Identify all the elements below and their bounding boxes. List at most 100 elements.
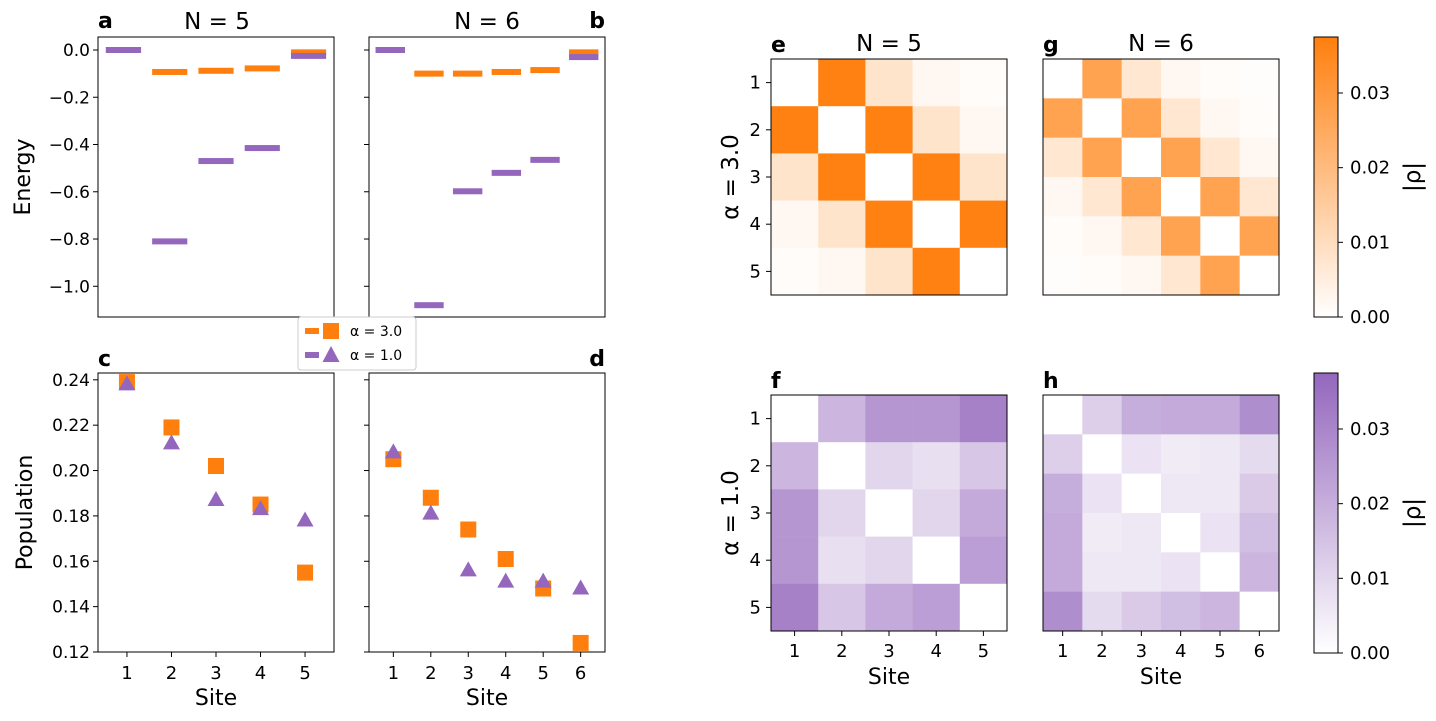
col-tick-label: 6 xyxy=(1254,641,1265,662)
heatmap-cell xyxy=(1082,177,1122,217)
energy-level-orange xyxy=(452,70,483,77)
point-triangle-purple xyxy=(572,579,590,595)
x-axis-label: Site xyxy=(1140,665,1182,690)
x-tick-label: 3 xyxy=(210,663,221,684)
heatmap-frame-h xyxy=(1042,394,1280,632)
heatmap-cell xyxy=(959,59,1008,107)
heatmap-cell xyxy=(1200,513,1240,553)
heatmap-cell xyxy=(959,442,1008,490)
col-tick-label: 2 xyxy=(836,641,847,662)
heatmap-cell xyxy=(1121,591,1162,632)
y-tick-label: −1.0 xyxy=(49,277,90,297)
heatmap-cell xyxy=(1082,591,1122,632)
heatmap-cell xyxy=(1239,137,1280,178)
heatmap-cell xyxy=(865,536,913,585)
colorbar-tick-label: 0.01 xyxy=(1350,232,1390,253)
heatmap-cell xyxy=(771,442,819,490)
panel-label-g: g xyxy=(1043,33,1059,58)
x-tick-label: 5 xyxy=(299,663,310,684)
heatmap-cell xyxy=(865,247,913,296)
heatmap-cell xyxy=(1239,395,1280,435)
colorbar-orange xyxy=(1313,36,1339,318)
y-tick-label: 0.20 xyxy=(52,462,90,482)
heatmap-cell xyxy=(1200,59,1240,99)
y-axis-label: Population xyxy=(13,455,38,571)
heatmap-cell xyxy=(1200,434,1240,474)
heatmap-cell xyxy=(771,395,819,443)
heatmap-cell xyxy=(1043,552,1083,592)
energy-level-purple xyxy=(105,46,142,53)
row-tick-label: 4 xyxy=(750,214,761,235)
energy-level-purple xyxy=(198,158,234,165)
colorbar-purple xyxy=(1313,372,1339,654)
y-tick-label: −0.6 xyxy=(49,183,90,203)
heatmap-cell xyxy=(1082,552,1122,592)
heatmap-cell xyxy=(1239,513,1280,553)
heatmap-cell xyxy=(1121,59,1162,99)
heatmap-cell xyxy=(1121,137,1162,178)
panel-label-d: d xyxy=(589,347,605,372)
legend-marker-triangle xyxy=(322,346,340,362)
panel-label-c: c xyxy=(98,347,111,372)
heatmap-cell xyxy=(771,247,819,296)
heatmap-cell xyxy=(1082,98,1122,138)
heatmap-cell xyxy=(1082,59,1122,99)
panel-title-e: N = 5 xyxy=(856,31,922,57)
heatmap-cell xyxy=(1121,216,1162,256)
heatmap-cell xyxy=(865,200,913,249)
x-tick-label: 4 xyxy=(500,663,511,684)
heatmap-cell xyxy=(865,489,913,537)
energy-level-purple xyxy=(569,54,599,61)
heatmap-cell xyxy=(1161,98,1201,138)
point-square-orange xyxy=(422,489,439,506)
heatmap-cell xyxy=(1043,216,1083,256)
colorbar-tick-label: 0.01 xyxy=(1350,568,1390,589)
heatmap-cell xyxy=(1161,513,1201,553)
row-tick-label: 5 xyxy=(750,261,761,282)
heatmap-cell xyxy=(1161,591,1201,632)
heatmap-cell xyxy=(1082,137,1122,178)
heatmap-cell xyxy=(1161,216,1201,256)
row-tick-label: 1 xyxy=(750,73,761,94)
point-triangle-purple xyxy=(162,434,180,450)
x-axis-label: Site xyxy=(466,686,508,711)
heatmap-cell xyxy=(1121,395,1162,435)
panel-label-a: a xyxy=(98,9,113,34)
colorbar-tick-label: 0.03 xyxy=(1350,83,1390,104)
col-tick-label: 3 xyxy=(1136,641,1147,662)
axes-frame-d xyxy=(368,372,606,653)
energy-level-purple xyxy=(290,52,327,59)
heatmap-cell xyxy=(912,583,961,632)
heatmap-cell xyxy=(1200,395,1240,435)
point-square-orange xyxy=(497,551,514,567)
heatmap-cell xyxy=(818,583,866,632)
energy-level-purple xyxy=(152,238,188,245)
heatmap-cell xyxy=(912,395,961,443)
heatmap-cell xyxy=(1200,137,1240,178)
point-square-orange xyxy=(460,521,477,538)
col-tick-label: 4 xyxy=(1175,641,1186,662)
heatmap-cell xyxy=(1082,434,1122,474)
point-triangle-purple xyxy=(207,491,225,507)
heatmap-cell xyxy=(1043,177,1083,217)
heatmap-cell xyxy=(865,395,913,443)
energy-level-orange xyxy=(290,49,327,56)
heatmap-cell xyxy=(912,489,961,537)
heatmap-cell xyxy=(959,247,1008,296)
col-tick-label: 5 xyxy=(1214,641,1225,662)
heatmap-cell xyxy=(818,536,866,585)
heatmap-cell xyxy=(818,200,866,249)
energy-level-purple xyxy=(375,46,405,53)
heatmap-cell xyxy=(1121,255,1162,296)
point-square-orange xyxy=(297,564,314,581)
heatmap-cell xyxy=(1121,98,1162,138)
heatmap-cell xyxy=(1200,473,1240,514)
heatmap-cell xyxy=(1043,513,1083,553)
heatmap-cell xyxy=(818,59,866,107)
point-triangle-purple xyxy=(252,500,270,516)
energy-level-purple xyxy=(491,169,522,176)
heatmap-cell xyxy=(771,59,819,107)
heatmap-cell xyxy=(1161,434,1201,474)
x-tick-label: 2 xyxy=(166,663,177,684)
